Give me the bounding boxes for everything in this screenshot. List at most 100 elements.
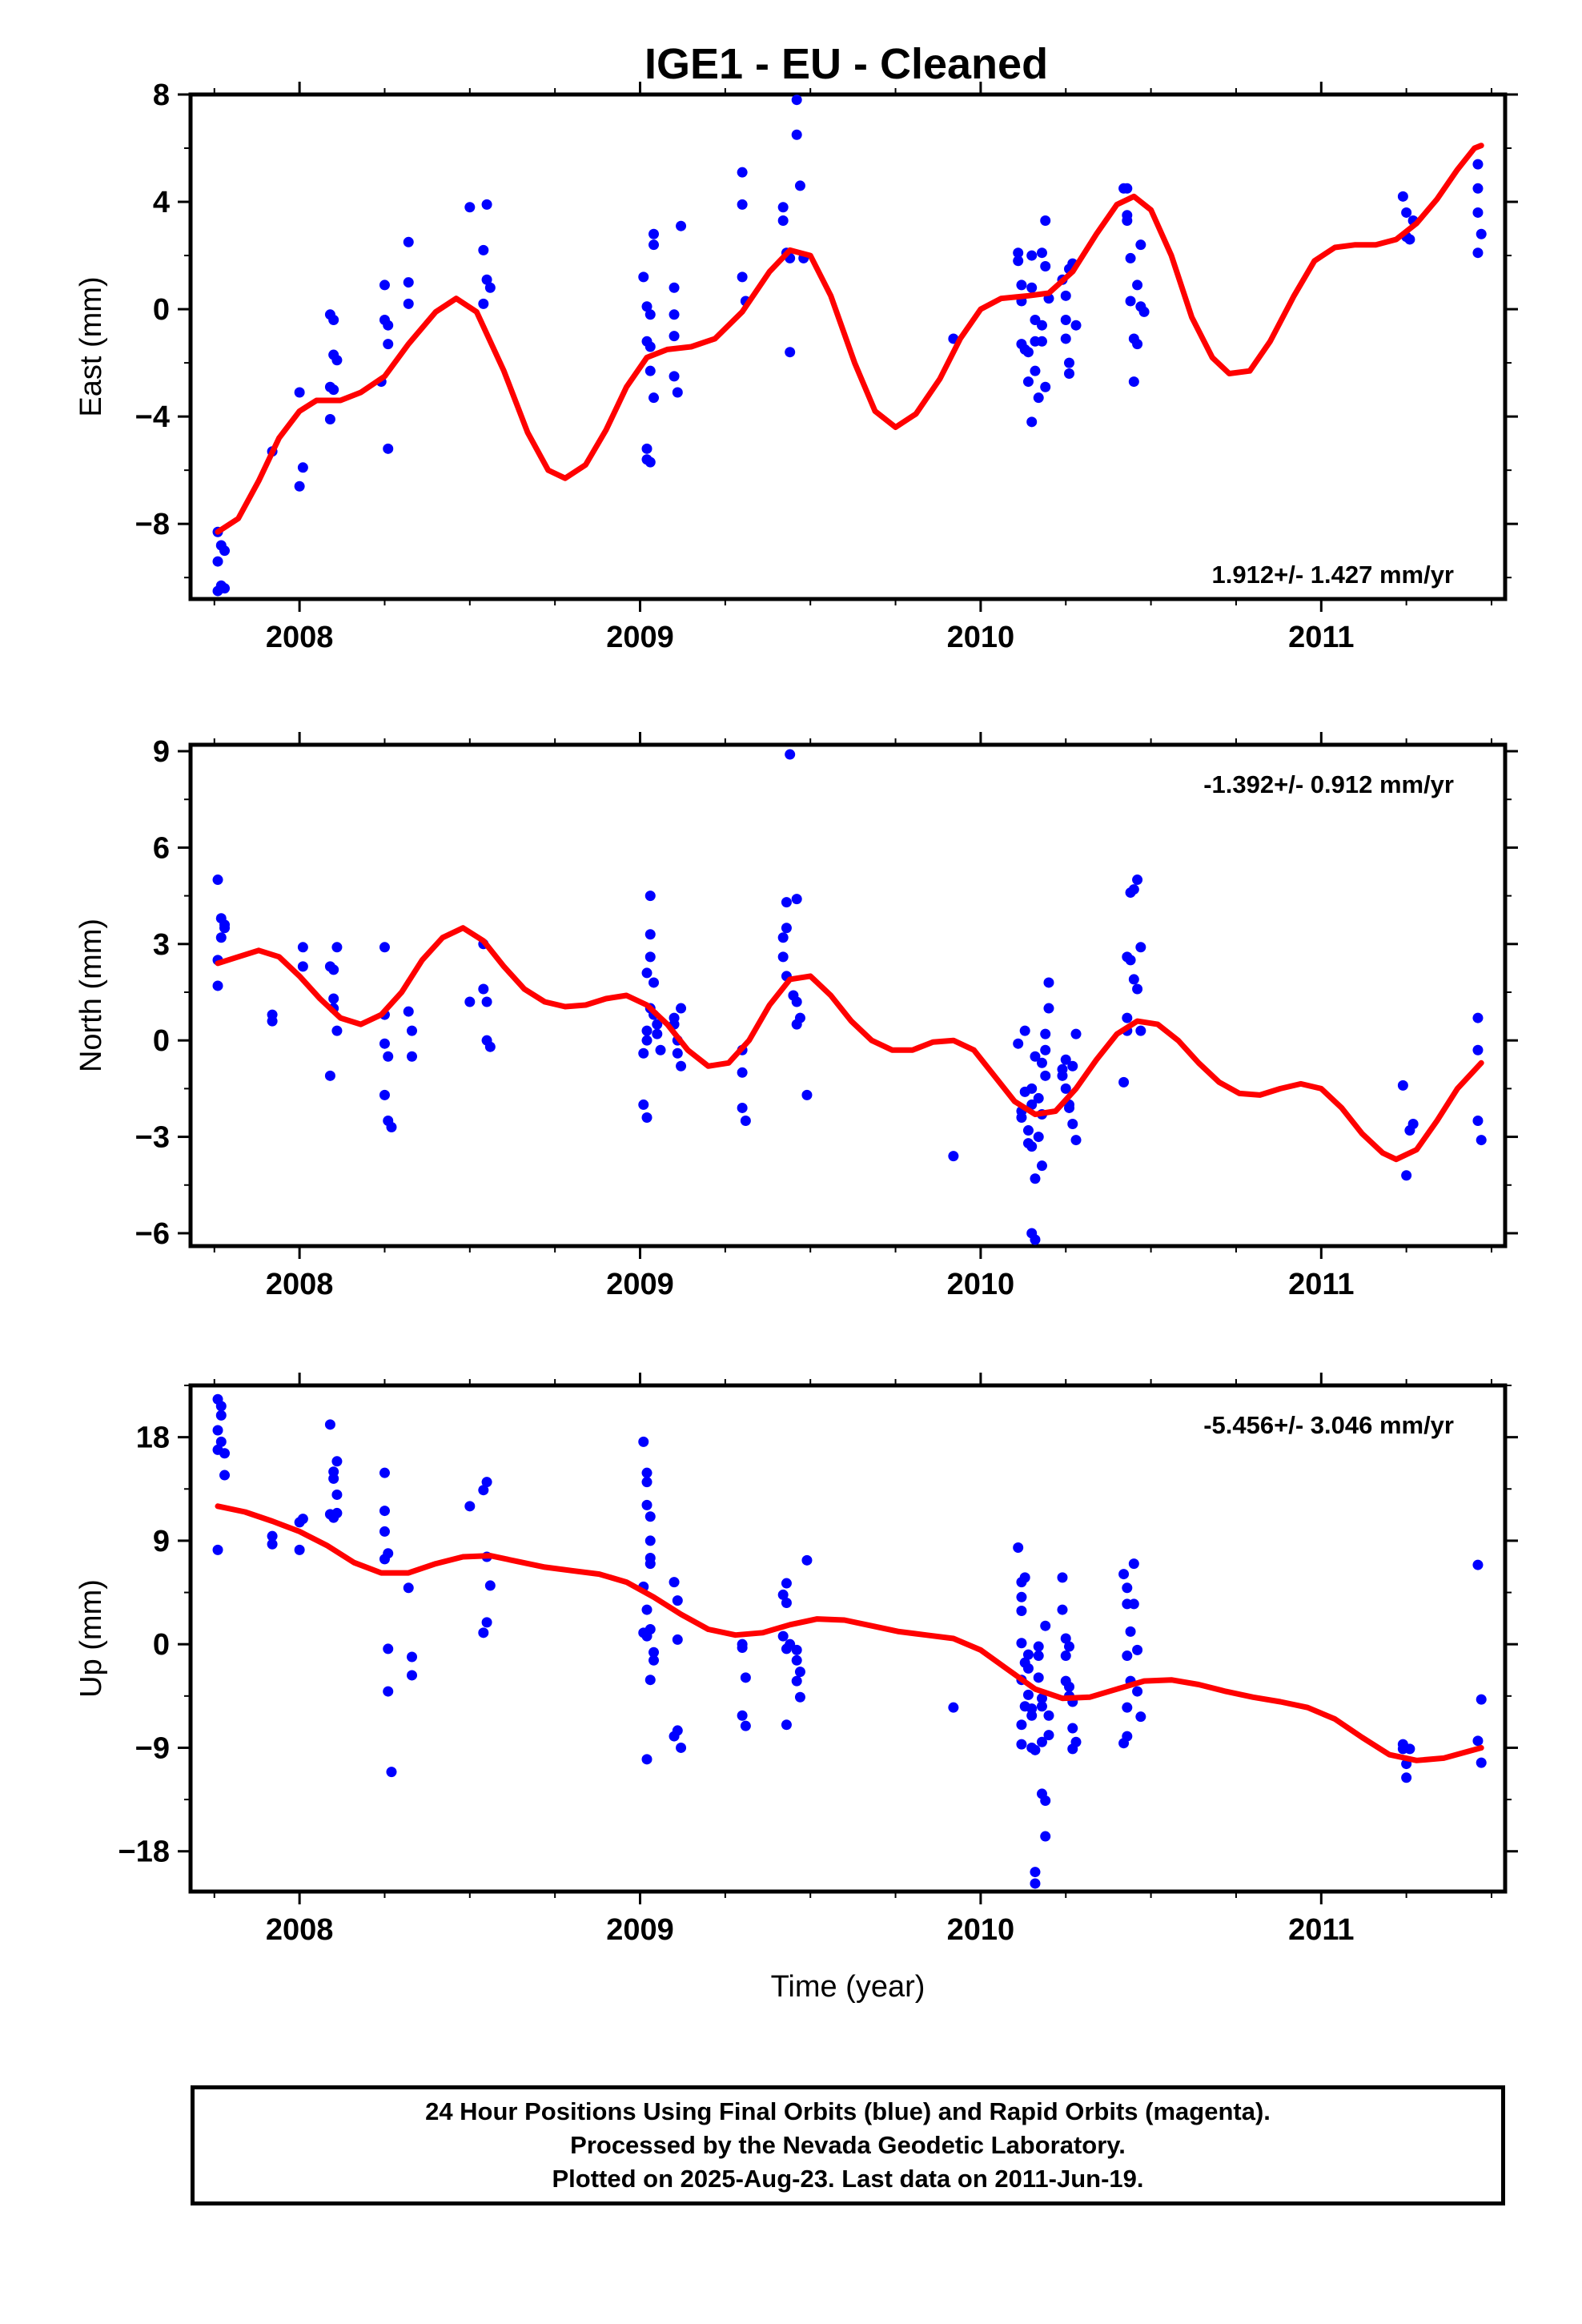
data-point: [672, 1595, 683, 1606]
data-point: [1030, 1744, 1041, 1755]
data-point: [1128, 974, 1139, 985]
data-point: [641, 1754, 652, 1765]
data-point: [1060, 290, 1071, 301]
x-tick-label: 2010: [947, 1913, 1015, 1947]
y-tick-label: 6: [153, 831, 170, 865]
data-point: [383, 320, 394, 331]
data-point: [331, 1507, 343, 1518]
data-point: [641, 1499, 652, 1510]
data-point: [294, 387, 305, 398]
data-point: [219, 1470, 231, 1481]
data-point: [644, 1511, 656, 1522]
data-point: [379, 1038, 390, 1049]
y-tick-label: −8: [135, 508, 170, 541]
data-point: [737, 1642, 748, 1653]
data-point: [1070, 1028, 1082, 1039]
data-point: [644, 365, 656, 376]
data-point: [328, 993, 339, 1004]
data-point: [1040, 1044, 1051, 1055]
data-point: [1057, 1070, 1068, 1081]
data-point: [212, 556, 223, 567]
data-point: [1401, 1772, 1412, 1783]
data-point: [464, 996, 476, 1007]
data-point: [1033, 1641, 1044, 1652]
data-point: [297, 961, 308, 972]
data-point: [794, 1667, 805, 1678]
y-axis-label: North (mm): [74, 919, 108, 1072]
data-point: [676, 1060, 687, 1072]
panel-up: 2008 2009 2010 2011 −18 −9 0 9 18 Up (mm) -5.456+/…: [74, 1373, 1518, 1947]
data-point: [478, 244, 489, 255]
data-point: [1016, 1719, 1027, 1731]
x-tick-label: 2011: [1288, 1268, 1354, 1301]
data-point: [1064, 1102, 1075, 1113]
y-tick-label: 9: [153, 1525, 170, 1558]
data-point: [648, 392, 660, 404]
data-point: [1472, 247, 1484, 259]
footer-box: 24 Hour Positions Using Final Orbits (bl…: [191, 2085, 1505, 2205]
data-point: [791, 1644, 802, 1655]
data-point: [212, 980, 223, 991]
data-point: [403, 277, 414, 288]
data-point: [379, 1089, 390, 1100]
data-point: [669, 282, 680, 293]
data-point: [1128, 1598, 1139, 1610]
data-points-east: [212, 94, 1487, 597]
data-point: [1016, 1638, 1027, 1649]
data-point: [641, 301, 652, 312]
data-point: [1135, 1025, 1146, 1036]
data-point: [484, 282, 496, 293]
data-point: [481, 1477, 492, 1488]
data-point: [641, 443, 652, 454]
data-point: [641, 1467, 652, 1478]
data-point: [1030, 365, 1041, 376]
data-point: [1033, 1092, 1044, 1104]
data-point: [1122, 215, 1133, 226]
x-tick-label: 2008: [266, 1268, 334, 1301]
data-point: [648, 1647, 660, 1658]
data-point: [781, 1597, 792, 1608]
data-point: [407, 1051, 418, 1062]
data-point: [1036, 1693, 1047, 1704]
data-point: [648, 1655, 660, 1666]
data-point: [383, 443, 394, 454]
data-point: [740, 1720, 751, 1731]
panel-east: 2008 2009 2010 2011 −8 −4 0 4 8 East (mm) 1.912+/-…: [74, 78, 1518, 654]
data-point: [1135, 1711, 1146, 1723]
data-point: [383, 1643, 394, 1655]
data-point: [1122, 183, 1133, 194]
data-point: [672, 1047, 683, 1059]
y-tick-label: 0: [153, 1024, 170, 1058]
data-point: [1476, 1757, 1487, 1768]
data-point: [737, 1102, 748, 1113]
data-point: [215, 932, 227, 943]
data-point: [1036, 1701, 1047, 1712]
data-point: [1404, 1743, 1415, 1755]
y-tick-label: 18: [136, 1421, 170, 1455]
footer-line-1: 24 Hour Positions Using Final Orbits (bl…: [425, 2097, 1271, 2125]
data-point: [294, 480, 305, 492]
model-curve-north: [215, 925, 1484, 1163]
data-point: [1030, 1173, 1041, 1184]
data-point: [676, 220, 687, 231]
data-point: [1033, 1651, 1044, 1662]
data-point: [1070, 1135, 1082, 1146]
data-point: [1476, 1694, 1487, 1705]
data-point: [644, 1624, 656, 1635]
data-point: [1138, 306, 1150, 317]
data-point: [1036, 1736, 1047, 1747]
data-point: [655, 1044, 666, 1055]
data-point: [1043, 1003, 1054, 1014]
data-point: [383, 1686, 394, 1697]
data-points-up: [212, 1393, 1487, 1889]
data-point: [1122, 1582, 1133, 1594]
x-tick-label: 2011: [1288, 1913, 1354, 1947]
data-point: [484, 1041, 496, 1052]
data-point: [324, 413, 335, 424]
data-point: [379, 1467, 390, 1478]
data-point: [1472, 207, 1484, 218]
y-tick-label: 8: [153, 78, 170, 112]
data-point: [1064, 1681, 1075, 1692]
data-point: [777, 932, 789, 943]
